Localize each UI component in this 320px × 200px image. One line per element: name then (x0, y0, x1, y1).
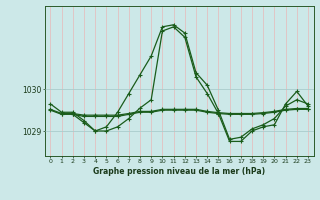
X-axis label: Graphe pression niveau de la mer (hPa): Graphe pression niveau de la mer (hPa) (93, 167, 265, 176)
